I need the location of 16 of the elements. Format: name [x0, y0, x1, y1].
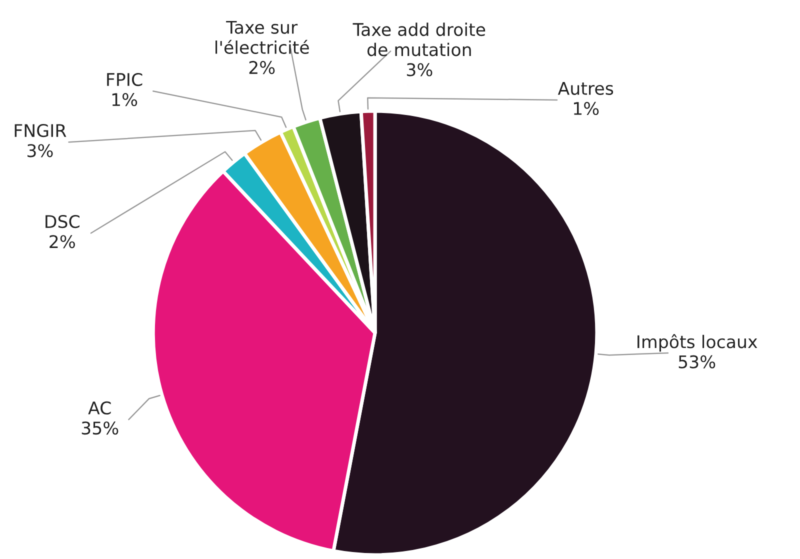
slice-label: FNGIR — [14, 124, 66, 138]
slice-label: Autres — [558, 82, 614, 95]
slice-label: DSC — [46, 214, 80, 228]
data-label: 2% — [249, 60, 275, 74]
data-label: 3% — [406, 63, 432, 76]
slice-label: FPIC — [107, 72, 142, 86]
slice-label: Taxe add droite de mutation — [352, 22, 486, 56]
data-label: 1% — [112, 93, 138, 106]
slice-label: Impôts locaux — [638, 334, 758, 352]
data-label: 2% — [50, 235, 75, 248]
slice-label: AC — [88, 401, 111, 415]
slice-label: Taxe sur l'électricité — [216, 20, 309, 54]
data-label: 1% — [574, 102, 599, 116]
data-label: 3% — [27, 144, 53, 158]
data-label: 53% — [678, 355, 716, 368]
data-label: 35% — [82, 421, 118, 435]
